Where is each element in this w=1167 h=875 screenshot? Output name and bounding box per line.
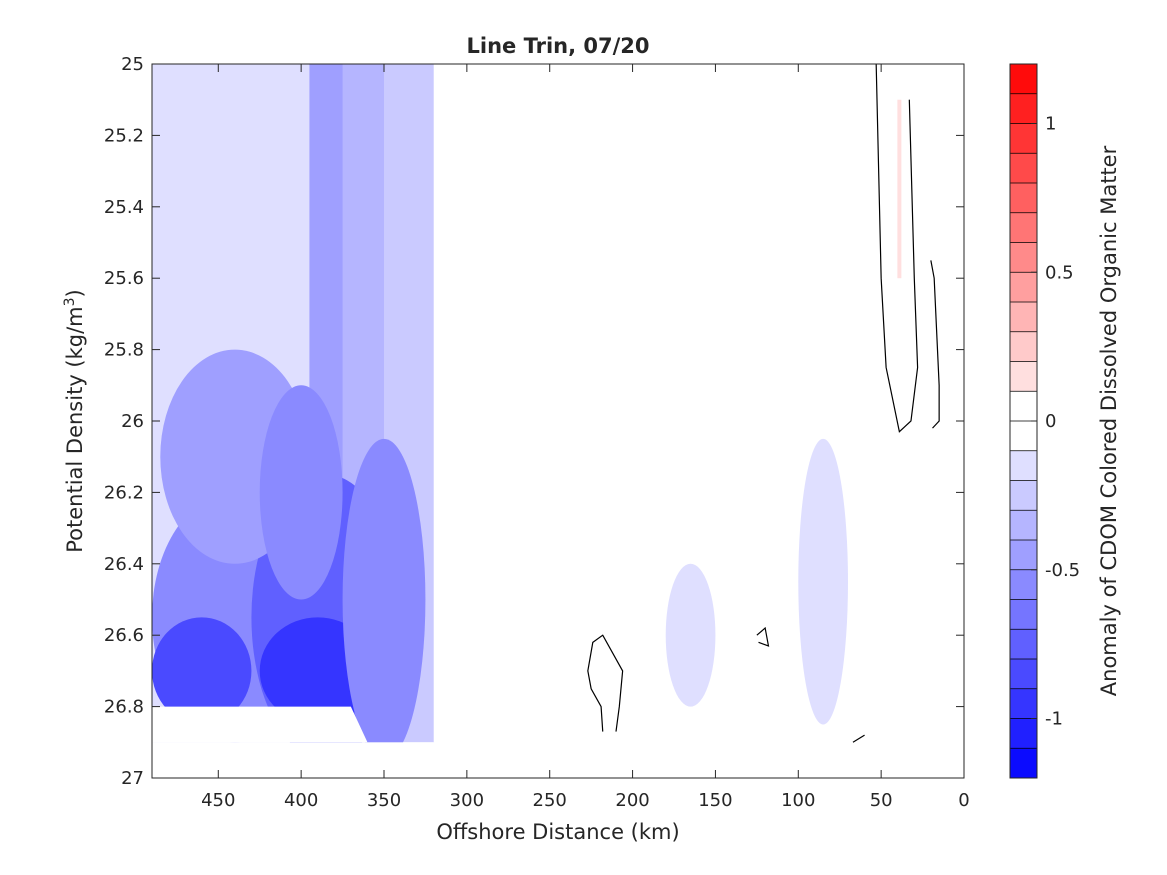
colorbar-label: Anomaly of CDOM Colored Dissolved Organi… [1097, 145, 1121, 696]
colorbar-tick-label: 1 [1045, 114, 1056, 135]
y-axis-label-superscript: 3 [62, 297, 78, 306]
contour-blob-10 [798, 438, 849, 725]
y-axis-label-tail: ) [63, 289, 87, 297]
contour-blob-6 [259, 385, 343, 600]
colorbar-level-15 [1010, 510, 1037, 541]
colorbar-level-19 [1010, 629, 1037, 660]
zero-contour-2 [587, 634, 624, 732]
contour-blob-9 [665, 563, 716, 707]
colorbar-level-0 [1010, 64, 1037, 95]
x-axis-ticks: 450 400 350 300 250 200 150 100 50 0 [201, 64, 970, 811]
colorbar-level-13 [1010, 450, 1037, 481]
colorbar-level-1 [1010, 93, 1037, 124]
y-tick-label: 26.8 [104, 697, 144, 718]
contour-blob-4 [342, 438, 426, 761]
contour-field [152, 64, 964, 778]
x-tick-label: 100 [781, 790, 815, 811]
zero-contour-1 [930, 260, 940, 429]
colorbar [1009, 63, 1038, 779]
y-axis-label: Potential Density (kg/m3) [62, 289, 87, 553]
x-tick-label: 300 [450, 790, 484, 811]
y-tick-label: 25.4 [104, 197, 144, 218]
y-tick-label: 25.2 [104, 125, 144, 146]
colorbar-level-12 [1010, 421, 1037, 452]
contour-blob-12 [856, 188, 940, 439]
y-tick-label: 25 [121, 54, 144, 75]
colorbar-level-10 [1010, 361, 1037, 392]
colorbar-tick-label: 0 [1045, 411, 1056, 432]
zero-contour-lines [587, 64, 940, 743]
y-tick-label: 25.6 [104, 268, 144, 289]
colorbar-level-18 [1010, 599, 1037, 630]
colorbar-level-5 [1010, 212, 1037, 243]
chart-title: Line Trin, 07/20 [466, 34, 649, 58]
zero-contour-3 [756, 626, 770, 647]
colorbar-level-11 [1010, 391, 1037, 422]
zero-contour-0 [875, 64, 919, 433]
x-tick-label: 250 [533, 790, 567, 811]
y-tick-label: 26.6 [104, 625, 144, 646]
positive-anomaly-streak [897, 99, 902, 279]
y-axis-ticks: 25 25.2 25.4 25.6 25.8 26 26.2 26.4 26.6 26.8 27 [104, 54, 964, 789]
x-tick-label: 0 [958, 790, 969, 811]
x-tick-label: 400 [284, 790, 318, 811]
colorbar-level-20 [1010, 659, 1037, 690]
colorbar-level-22 [1010, 718, 1037, 749]
colorbar-level-9 [1010, 331, 1037, 362]
plot-area: 450 400 350 300 250 200 150 100 50 0 2525.225.425… [104, 54, 970, 811]
x-tick-label: 200 [615, 790, 649, 811]
contour-band-4 [433, 64, 542, 743]
y-tick-label: 26.2 [104, 482, 144, 503]
x-tick-label: 350 [367, 790, 401, 811]
y-tick-label: 26.4 [104, 554, 144, 575]
colorbar-level-4 [1010, 183, 1037, 214]
y-tick-label: 26 [121, 411, 144, 432]
contour-blob-1 [152, 617, 252, 725]
no-data-region [152, 706, 368, 743]
colorbar-level-7 [1010, 272, 1037, 303]
y-tick-label: 25.8 [104, 340, 144, 361]
colorbar-ticks: 1 0.5 0 -0.5 -1 [1031, 114, 1080, 730]
colorbar-level-6 [1010, 242, 1037, 273]
y-tick-label: 27 [121, 768, 144, 789]
contour-blob-8 [715, 628, 799, 714]
x-tick-label: 50 [870, 790, 893, 811]
colorbar-level-17 [1010, 569, 1037, 600]
colorbar-level-3 [1010, 153, 1037, 184]
zero-contour-4 [852, 734, 865, 743]
contour-band-5 [541, 64, 625, 743]
colorbar-level-8 [1010, 302, 1037, 333]
colorbar-tick-label: -1 [1045, 709, 1063, 730]
colorbar-level-2 [1010, 123, 1037, 154]
colorbar-tick-label: 0.5 [1045, 262, 1074, 283]
colorbar-level-23 [1010, 748, 1037, 779]
x-tick-label: 450 [201, 790, 235, 811]
x-tick-label: 150 [698, 790, 732, 811]
colorbar-level-16 [1010, 540, 1037, 571]
below-data-region [152, 742, 964, 778]
colorbar-level-14 [1010, 480, 1037, 511]
y-axis-label-main: Potential Density (kg/m [63, 306, 87, 552]
colorbar-tick-label: -0.5 [1045, 560, 1080, 581]
colorbar-level-21 [1010, 688, 1037, 719]
x-axis-label: Offshore Distance (km) [436, 820, 679, 844]
